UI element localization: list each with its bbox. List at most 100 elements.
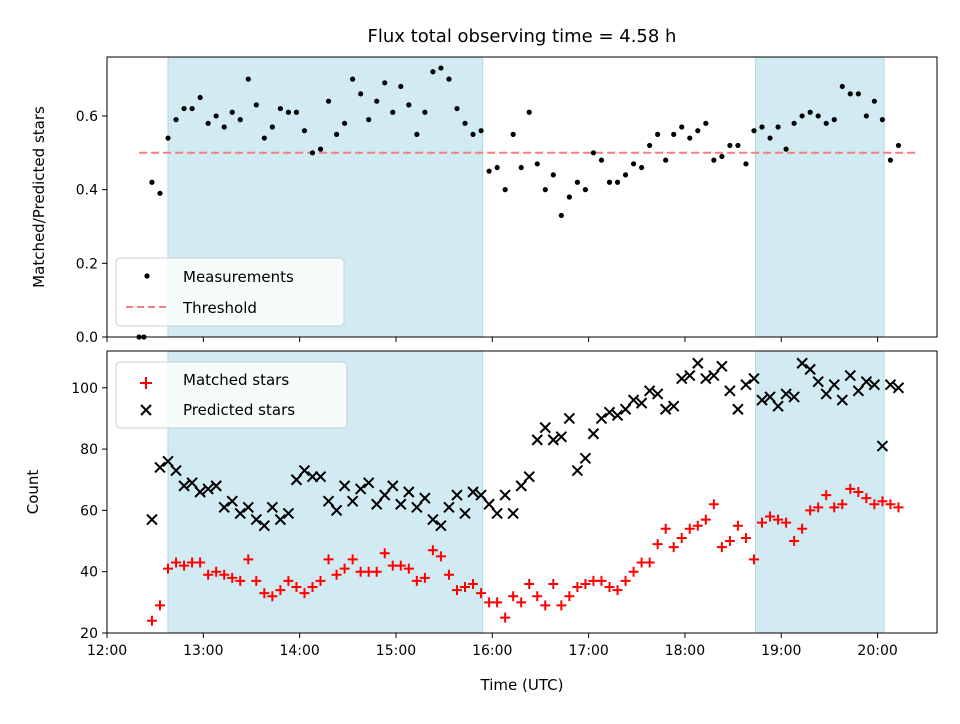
measurement-point bbox=[679, 124, 685, 130]
measurement-point bbox=[470, 131, 476, 137]
bottom-axes-frame bbox=[106, 350, 938, 634]
matched-star-point bbox=[283, 575, 294, 586]
predicted-star-point bbox=[170, 464, 182, 477]
measurement-point bbox=[815, 113, 821, 119]
matched-star-point bbox=[668, 542, 679, 553]
matched-star-point bbox=[837, 499, 848, 510]
predicted-star-point bbox=[788, 391, 800, 403]
measurement-point bbox=[181, 105, 187, 112]
measurement-point bbox=[374, 98, 380, 104]
legend-threshold-label: Threshold bbox=[182, 299, 257, 317]
legend-measurements-marker bbox=[144, 273, 150, 279]
matched-star-point bbox=[339, 563, 350, 574]
measurement-point bbox=[261, 135, 267, 141]
matched-star-point bbox=[243, 554, 254, 565]
measurement-point bbox=[277, 105, 283, 112]
predicted-star-point bbox=[459, 507, 471, 520]
matched-star-point bbox=[195, 557, 206, 568]
measurement-point bbox=[574, 179, 580, 185]
predicted-star-point bbox=[740, 379, 752, 391]
chart-title: Flux total observing time = 4.58 h bbox=[368, 26, 677, 47]
bottom-x-tick-label: 17:00 bbox=[568, 643, 608, 659]
predicted-star-point bbox=[154, 461, 166, 474]
bottom-y-tick-label: 80 bbox=[80, 442, 98, 458]
measurement-point bbox=[719, 153, 725, 160]
predicted-star-point bbox=[627, 394, 640, 406]
bottom-y-axis-label: Count bbox=[24, 470, 42, 515]
matched-star-point bbox=[331, 569, 342, 580]
top-x-ticks bbox=[106, 337, 879, 342]
predicted-star-point bbox=[210, 480, 222, 492]
measurement-point bbox=[630, 161, 637, 167]
bottom-x-tick-label: 15:00 bbox=[376, 643, 416, 659]
measurement-point bbox=[269, 124, 275, 130]
predicted-star-point bbox=[772, 400, 784, 412]
matched-star-point bbox=[227, 572, 238, 583]
measurement-point bbox=[590, 150, 597, 156]
matched-star-point bbox=[773, 514, 784, 525]
matched-star-point bbox=[845, 483, 856, 494]
matched-star-point bbox=[821, 490, 832, 501]
predicted-star-point bbox=[314, 470, 327, 483]
matched-star-point bbox=[500, 612, 511, 623]
matched-star-point bbox=[628, 566, 639, 577]
predicted-star-point bbox=[828, 379, 840, 391]
legend-measurements-label: Measurements bbox=[183, 268, 294, 286]
measurement-point bbox=[293, 109, 300, 115]
matched-star-point bbox=[580, 578, 591, 589]
predicted-star-point bbox=[563, 412, 576, 425]
measurement-point bbox=[333, 131, 340, 137]
matched-star-point bbox=[524, 578, 535, 589]
top-y-tick-label: 0.0 bbox=[76, 330, 98, 346]
measurement-point bbox=[534, 161, 540, 167]
matched-star-point bbox=[556, 600, 567, 611]
predicted-stars-points bbox=[146, 357, 905, 532]
measurement-point bbox=[510, 131, 516, 137]
measurement-point bbox=[775, 124, 781, 130]
top-y-ticks: 0.0 0.2 0.4 0.6 bbox=[76, 109, 107, 346]
matched-star-point bbox=[451, 585, 462, 596]
x-axis-label: Time (UTC) bbox=[480, 676, 564, 694]
predicted-star-point bbox=[395, 498, 407, 510]
measurement-point bbox=[887, 157, 894, 163]
matched-star-point bbox=[716, 542, 727, 553]
predicted-star-point bbox=[427, 513, 439, 526]
predicted-star-point bbox=[330, 504, 343, 517]
measurement-point bbox=[342, 120, 348, 126]
predicted-star-point bbox=[354, 483, 367, 495]
measurement-point bbox=[767, 135, 773, 141]
measurement-point bbox=[542, 187, 548, 193]
bottom-x-tick-label: 18:00 bbox=[665, 643, 705, 659]
matched-star-point bbox=[307, 582, 318, 593]
matched-star-point bbox=[219, 569, 230, 580]
predicted-star-point bbox=[218, 501, 230, 514]
measurement-point bbox=[366, 117, 372, 123]
measurement-point bbox=[735, 142, 741, 149]
bottom-x-ticks: 12:00 13:00 14:00 15:00 16:00 17:00 18:00 19:00… bbox=[87, 633, 898, 659]
matched-star-point bbox=[893, 502, 904, 513]
legend-matched-label: Matched stars bbox=[183, 371, 289, 389]
predicted-star-point bbox=[764, 391, 776, 403]
measurement-point bbox=[390, 109, 396, 115]
measurement-point bbox=[301, 128, 308, 134]
predicted-star-point bbox=[186, 477, 198, 489]
measurement-point bbox=[406, 102, 412, 108]
predicted-star-point bbox=[651, 388, 664, 400]
matched-star-point bbox=[323, 554, 334, 565]
predicted-star-point bbox=[362, 477, 375, 489]
measurement-point bbox=[671, 131, 677, 137]
measurement-point bbox=[157, 190, 163, 196]
predicted-star-point bbox=[298, 464, 311, 477]
matched-star-point bbox=[347, 554, 358, 565]
predicted-star-point bbox=[860, 375, 873, 388]
predicted-star-point bbox=[684, 369, 696, 382]
predicted-star-point bbox=[539, 421, 551, 434]
matched-star-point bbox=[829, 502, 840, 513]
matched-star-point bbox=[708, 499, 719, 510]
predicted-star-point bbox=[371, 498, 383, 510]
measurement-point bbox=[550, 172, 556, 178]
predicted-star-point bbox=[226, 495, 238, 507]
top-y-tick-label: 0.6 bbox=[76, 109, 98, 125]
matched-star-point bbox=[604, 582, 615, 593]
